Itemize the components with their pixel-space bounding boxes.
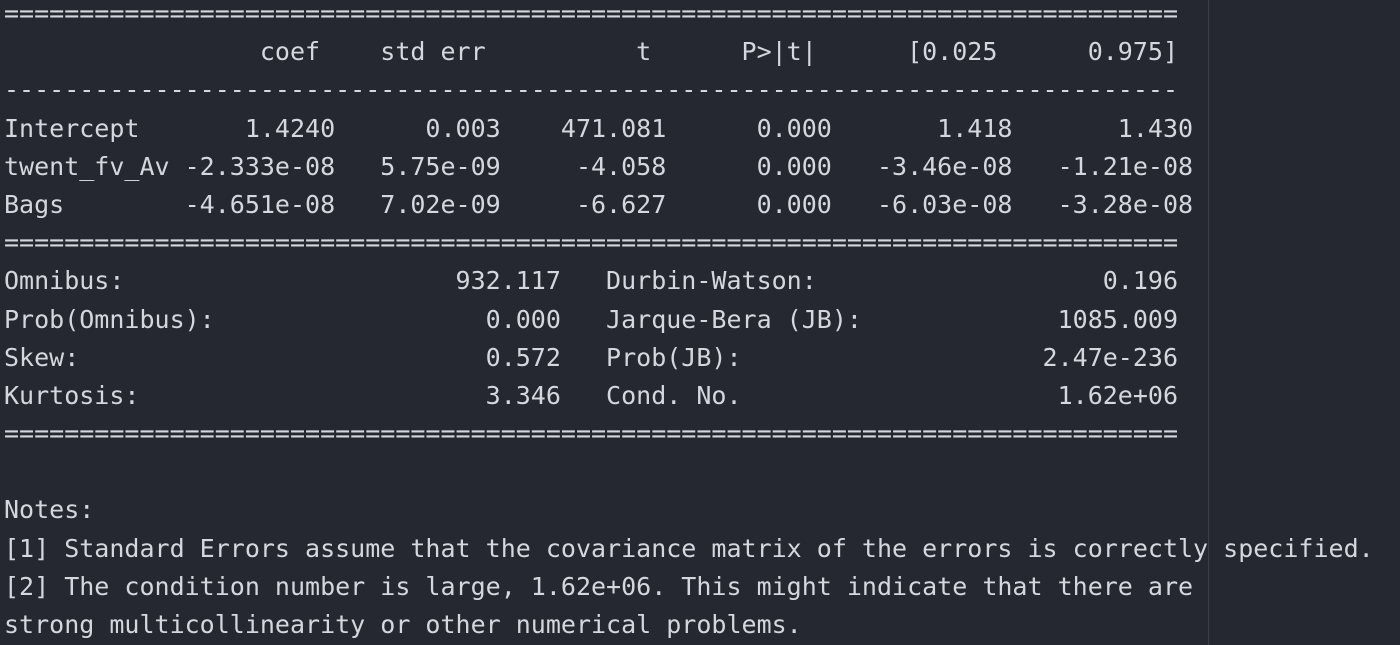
diagnostics-row-skew: Skew: 0.572 Prob(JB): 2.47e-236 <box>4 342 1178 372</box>
note-2-continued: strong multicollinearity or other numeri… <box>4 610 802 639</box>
separator-line: ========================================… <box>4 0 1178 28</box>
blank-line <box>4 453 1374 491</box>
note-2: [2] The condition number is large, 1.62e… <box>4 571 1194 601</box>
note-1: [1] Standard Errors assume that the cova… <box>4 533 1374 563</box>
diagnostics-row-kurtosis: Kurtosis: 3.346 Cond. No. 1.62e+06 <box>4 380 1178 410</box>
coef-row-twent-fv-av: twent_fv_Av -2.333e-08 5.75e-09 -4.058 0… <box>4 151 1194 181</box>
diagnostics-row-omnibus: Omnibus: 932.117 Durbin-Watson: 0.196 <box>4 266 1178 296</box>
separator-line: ========================================… <box>4 228 1178 258</box>
diagnostics-row-prob-omnibus: Prob(Omnibus): 0.000 Jarque-Bera (JB): 1… <box>4 304 1178 334</box>
regression-summary-output: ========================================… <box>4 0 1374 644</box>
separator-line: ----------------------------------------… <box>4 75 1178 105</box>
separator-line: ========================================… <box>4 419 1178 449</box>
coef-row-bags: Bags -4.651e-08 7.02e-09 -6.627 0.000 -6… <box>4 189 1194 219</box>
coef-row-intercept: Intercept 1.4240 0.003 471.081 0.000 1.4… <box>4 113 1194 143</box>
coef-table-header: coef std err t P>|t| [0.025 0.975] <box>4 37 1178 67</box>
cell-edge-divider <box>1208 0 1209 645</box>
notes-heading: Notes: <box>4 495 95 525</box>
